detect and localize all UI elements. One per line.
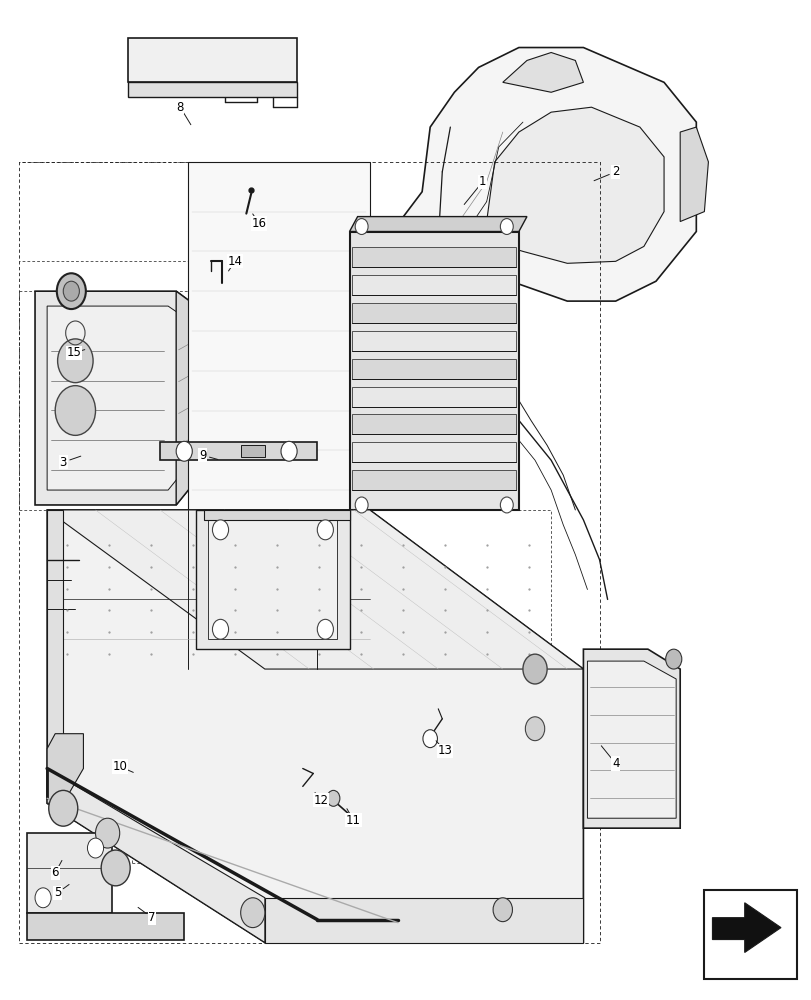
Polygon shape xyxy=(351,275,516,295)
Polygon shape xyxy=(351,303,516,323)
Polygon shape xyxy=(47,510,582,943)
Circle shape xyxy=(354,219,367,234)
Text: 6: 6 xyxy=(51,866,59,879)
Polygon shape xyxy=(47,510,63,803)
Circle shape xyxy=(317,520,333,540)
Polygon shape xyxy=(188,162,369,510)
Circle shape xyxy=(317,619,333,639)
Polygon shape xyxy=(349,232,518,510)
Polygon shape xyxy=(680,127,707,222)
Circle shape xyxy=(500,219,513,234)
Polygon shape xyxy=(127,38,297,82)
Text: 8: 8 xyxy=(176,101,183,114)
Polygon shape xyxy=(47,778,264,943)
Circle shape xyxy=(35,888,51,908)
Circle shape xyxy=(58,339,93,383)
Circle shape xyxy=(63,281,79,301)
Circle shape xyxy=(423,730,437,748)
Text: 10: 10 xyxy=(112,760,127,773)
Polygon shape xyxy=(351,359,516,379)
Circle shape xyxy=(101,850,130,886)
Polygon shape xyxy=(454,107,663,263)
Polygon shape xyxy=(27,833,111,913)
Circle shape xyxy=(88,838,104,858)
Polygon shape xyxy=(35,291,217,505)
Polygon shape xyxy=(349,217,526,232)
Polygon shape xyxy=(351,331,516,351)
Text: 4: 4 xyxy=(611,757,619,770)
Polygon shape xyxy=(176,291,217,505)
Polygon shape xyxy=(47,734,84,803)
Polygon shape xyxy=(351,414,516,434)
Text: 11: 11 xyxy=(345,814,361,827)
Text: 15: 15 xyxy=(67,346,81,359)
Polygon shape xyxy=(351,470,516,490)
Circle shape xyxy=(49,790,78,826)
Text: 14: 14 xyxy=(227,255,242,268)
Circle shape xyxy=(176,441,192,461)
Bar xyxy=(703,890,796,979)
Circle shape xyxy=(500,497,513,513)
Polygon shape xyxy=(47,306,204,490)
Circle shape xyxy=(525,717,544,741)
Circle shape xyxy=(212,619,229,639)
Text: 2: 2 xyxy=(611,165,619,178)
Circle shape xyxy=(354,497,367,513)
Polygon shape xyxy=(351,247,516,267)
Polygon shape xyxy=(204,510,349,520)
Polygon shape xyxy=(502,52,582,92)
Text: 12: 12 xyxy=(313,794,328,807)
Text: 7: 7 xyxy=(148,911,156,924)
Polygon shape xyxy=(264,898,582,943)
Circle shape xyxy=(665,649,681,669)
Polygon shape xyxy=(196,510,349,649)
Circle shape xyxy=(96,818,119,848)
Polygon shape xyxy=(160,442,317,460)
Circle shape xyxy=(327,790,340,806)
Text: 16: 16 xyxy=(251,217,266,230)
Circle shape xyxy=(492,898,512,922)
Polygon shape xyxy=(27,913,184,940)
Polygon shape xyxy=(208,520,337,639)
Circle shape xyxy=(240,898,264,928)
Polygon shape xyxy=(586,661,676,818)
Polygon shape xyxy=(47,510,582,669)
Text: 3: 3 xyxy=(59,456,67,469)
Text: 1: 1 xyxy=(478,175,486,188)
Polygon shape xyxy=(711,903,780,952)
Polygon shape xyxy=(369,48,696,301)
Circle shape xyxy=(281,441,297,461)
Text: 9: 9 xyxy=(199,449,206,462)
Circle shape xyxy=(57,273,86,309)
Text: 13: 13 xyxy=(437,744,452,757)
Circle shape xyxy=(522,654,547,684)
Polygon shape xyxy=(351,442,516,462)
Polygon shape xyxy=(240,445,264,457)
Polygon shape xyxy=(351,387,516,407)
Text: 5: 5 xyxy=(54,886,61,899)
Circle shape xyxy=(55,386,96,435)
Polygon shape xyxy=(582,649,680,828)
Circle shape xyxy=(212,520,229,540)
Polygon shape xyxy=(127,82,297,97)
